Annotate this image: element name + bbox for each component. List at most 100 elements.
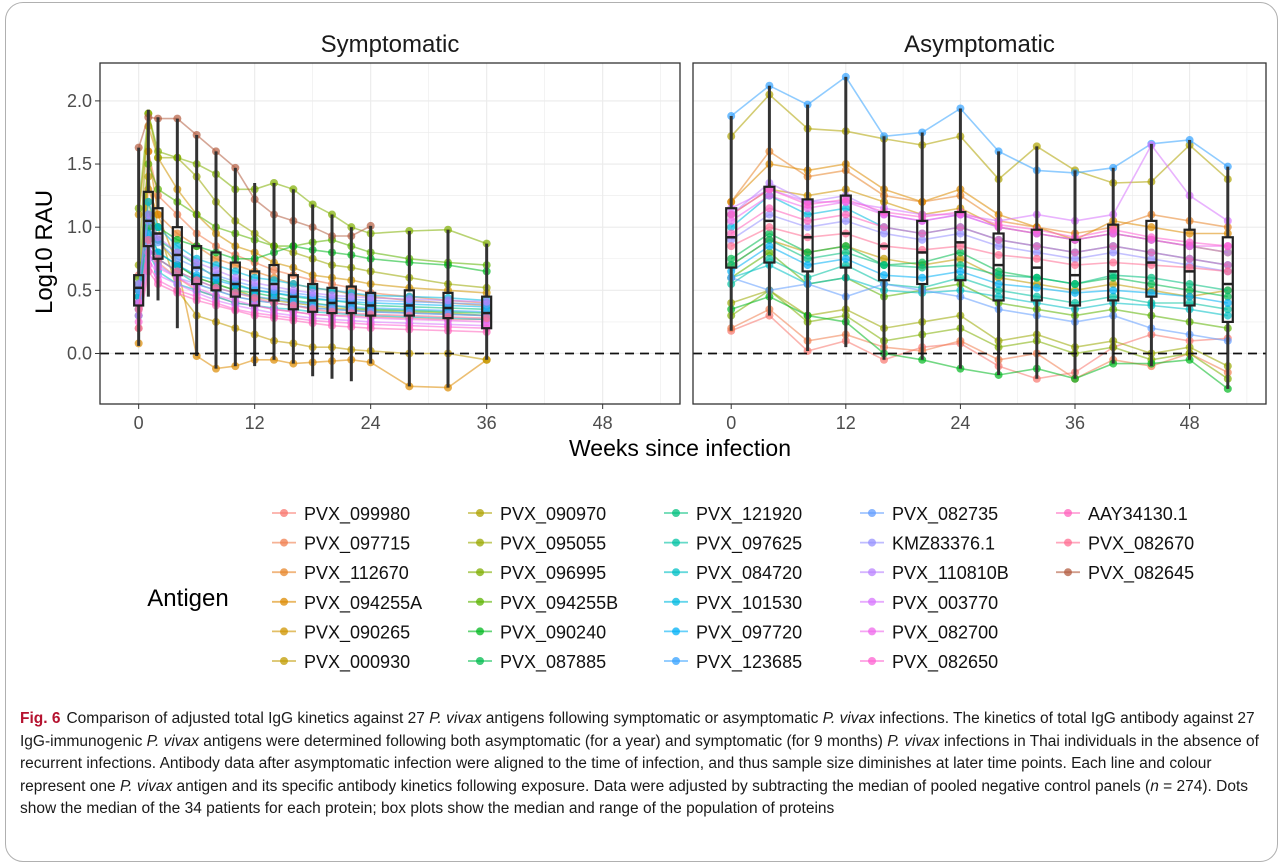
series-point <box>270 276 278 285</box>
series-point <box>765 242 774 251</box>
series-point <box>841 242 850 251</box>
series-point <box>1109 280 1118 289</box>
legend-label: PVX_095055 <box>500 534 606 555</box>
legend-label: KMZ83376.1 <box>892 534 995 554</box>
series-point <box>1223 267 1232 276</box>
series-line <box>730 207 1228 266</box>
legend-key-point <box>1064 509 1072 517</box>
legend-key-point <box>672 657 680 665</box>
series-point <box>765 204 774 213</box>
series-point <box>1071 280 1079 289</box>
series-point <box>765 248 774 257</box>
legend-key-point <box>1064 568 1072 577</box>
series-point <box>1071 254 1079 263</box>
legend-label: PVX_123685 <box>696 652 802 673</box>
y-tick-label: 0.5 <box>67 280 92 300</box>
series-point <box>144 210 153 219</box>
series-point <box>231 288 240 297</box>
box <box>442 291 454 320</box>
caption-segment: antigens were determined following both … <box>198 732 888 750</box>
series-line <box>730 276 1228 342</box>
series-point <box>727 242 736 251</box>
box <box>954 210 967 282</box>
series-line <box>730 289 1229 367</box>
legend-key-point <box>280 509 288 517</box>
series-point <box>1223 242 1232 251</box>
series-line <box>730 93 1229 184</box>
box <box>229 261 241 298</box>
series-point <box>1223 286 1232 295</box>
legend-key-point <box>868 568 876 577</box>
box <box>839 194 852 269</box>
series-point <box>1032 254 1041 263</box>
series-point <box>1185 280 1194 289</box>
legend-key-point <box>868 538 876 547</box>
series-point <box>173 229 182 238</box>
series-point <box>1032 292 1041 301</box>
series-point <box>1032 242 1041 251</box>
series-line <box>730 257 1228 311</box>
series-point <box>880 271 888 280</box>
series-point <box>1223 261 1232 270</box>
legend-key-point <box>672 509 680 517</box>
caption-segment: Comparison of adjusted total IgG kinetic… <box>66 710 430 727</box>
series-point <box>994 286 1003 295</box>
series-point <box>173 242 182 251</box>
series-point <box>956 261 965 270</box>
series-point <box>803 223 812 232</box>
x-tick-label: 24 <box>950 413 970 433</box>
legend-label: PVX_121920 <box>696 504 802 525</box>
legend-label: PVX_082670 <box>1088 534 1194 555</box>
caption-segment: P. vivax <box>146 732 199 750</box>
y-tick-label: 1.0 <box>67 217 92 237</box>
series-point <box>173 254 182 263</box>
series-point <box>956 254 965 263</box>
legend-key-point <box>476 568 484 577</box>
y-tick-label: 2.0 <box>67 91 92 111</box>
series-point <box>289 301 298 310</box>
y-axis-title: Log10 RAU <box>31 190 58 314</box>
series-point <box>765 223 774 232</box>
series-point <box>918 235 927 244</box>
series-line <box>730 314 1228 380</box>
series-point <box>994 242 1003 251</box>
series-point <box>212 266 220 275</box>
box <box>992 232 1005 302</box>
axis-layer: Log10 RAU Weeks since infection <box>31 190 791 461</box>
legend: Antigen PVX_099980 PVX_097715 PVX_112670 PV… <box>147 504 1194 673</box>
series-point <box>144 197 153 206</box>
figure-caption: Fig. 6 Comparison of adjusted total IgG k… <box>20 708 1270 821</box>
legend-label: PVX_110810B <box>892 563 1009 584</box>
series-point <box>1147 248 1156 257</box>
series-point <box>1109 242 1118 251</box>
series-point <box>994 250 1003 259</box>
series-point <box>1109 225 1118 234</box>
figure-frame <box>5 2 1278 862</box>
series-point <box>956 223 965 232</box>
series-point <box>1109 292 1118 301</box>
series-point <box>727 223 736 232</box>
series-point <box>192 276 201 285</box>
panel-title: Symptomatic <box>321 31 460 58</box>
series-point <box>1032 283 1041 292</box>
legend-label: PVX_090970 <box>500 504 606 525</box>
legend-label: PVX_082700 <box>892 622 998 643</box>
box <box>133 274 145 307</box>
legend-label: PVX_082650 <box>892 652 998 673</box>
legend-key-point <box>868 657 876 665</box>
series-point <box>918 273 927 282</box>
box <box>1107 223 1120 302</box>
legend-key-point <box>280 597 288 606</box>
legend-label: PVX_082735 <box>892 504 998 525</box>
series-line <box>730 245 1228 304</box>
legend-key-point <box>868 597 876 606</box>
box <box>1221 236 1234 324</box>
series-point <box>841 210 850 219</box>
series-point <box>1223 298 1232 307</box>
series-point <box>1147 280 1156 289</box>
legend-label: PVX_082645 <box>1088 563 1194 584</box>
series-point <box>1147 233 1156 242</box>
box <box>326 286 338 315</box>
legend-key-point <box>672 538 680 547</box>
